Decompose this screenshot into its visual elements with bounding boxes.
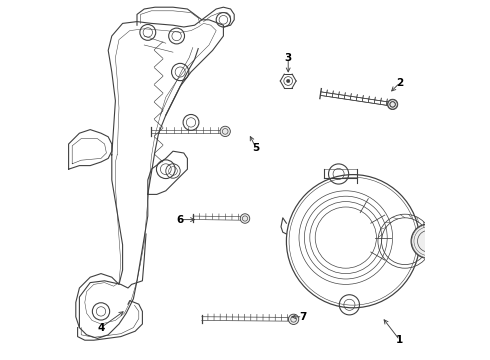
Circle shape — [220, 126, 230, 136]
Text: 7: 7 — [299, 312, 306, 322]
Circle shape — [289, 314, 299, 324]
Text: 2: 2 — [396, 78, 403, 88]
Text: 5: 5 — [252, 143, 259, 153]
Text: 6: 6 — [176, 215, 184, 225]
Circle shape — [240, 214, 250, 223]
Circle shape — [411, 224, 445, 258]
Circle shape — [287, 79, 290, 83]
Text: 4: 4 — [98, 323, 105, 333]
Text: 3: 3 — [285, 53, 292, 63]
Circle shape — [388, 99, 398, 109]
Circle shape — [388, 100, 397, 109]
Text: 1: 1 — [396, 335, 403, 345]
